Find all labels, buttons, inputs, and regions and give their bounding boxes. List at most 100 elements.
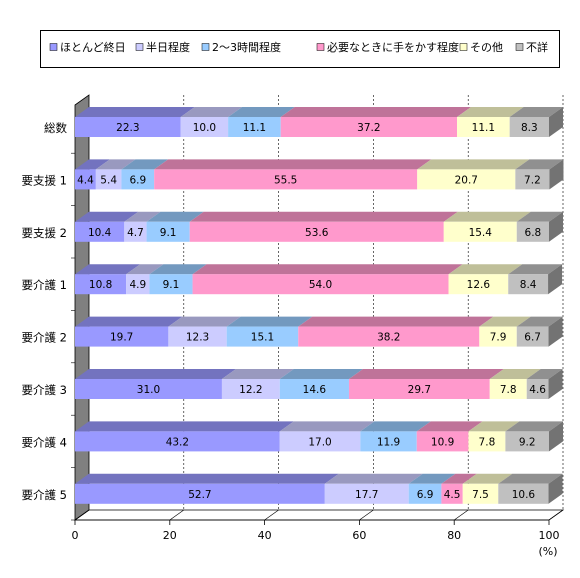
bar-top-face: [226, 316, 313, 327]
bar-top-face: [348, 369, 504, 379]
bar-top-face: [505, 421, 563, 432]
bar-value-label: 43.2: [166, 436, 189, 448]
floor-gridline: [264, 509, 279, 521]
bar-value-label: 7.5: [472, 489, 489, 501]
bar-top-face: [192, 264, 463, 275]
bar-top-face: [489, 369, 541, 379]
legend: ほとんど終日 半日程度 2～3時間程度 必要なときに手をかす程度 その他 不詳: [40, 30, 560, 68]
bar-top-face: [221, 369, 294, 379]
bar-value-label: 4.5: [444, 489, 461, 501]
bar-segment: [360, 431, 417, 452]
bar-value-label: 55.5: [274, 174, 297, 186]
bar-segment: [516, 326, 549, 347]
bar-value-label: 10.0: [193, 122, 216, 134]
bar-segment: [95, 169, 122, 190]
category-label: 総数: [44, 121, 67, 135]
bar-top-face: [168, 316, 241, 327]
bar-top-face: [360, 421, 431, 432]
bar-top-face: [279, 369, 363, 379]
bar-top-face: [515, 159, 564, 170]
bar-segment: [192, 274, 449, 295]
bar-value-label: 9.1: [163, 279, 180, 291]
bar-value-label: 5.4: [100, 174, 117, 186]
bar-segment: [417, 169, 516, 190]
legend-label: 2～3時間程度: [212, 40, 281, 54]
legend-swatch: [135, 43, 144, 51]
bar-segment: [298, 326, 480, 347]
bar-value-label: 14.6: [303, 384, 327, 396]
bar-top-face: [441, 473, 477, 484]
bar-top-face: [416, 421, 483, 432]
category-label: 要介護 1: [22, 278, 67, 292]
bar-side-face: [549, 421, 563, 452]
bar-top-face: [180, 107, 243, 117]
bar-segment: [121, 169, 155, 190]
legend-label: その他: [470, 41, 503, 54]
bar-top-face: [75, 211, 139, 222]
bar-segment: [75, 221, 125, 242]
bar-top-face: [75, 316, 183, 327]
bar-top-face: [75, 473, 339, 484]
bar-segment: [280, 117, 458, 137]
bar-segment: [168, 326, 227, 347]
bar-top-face: [516, 211, 563, 222]
plot-area: 22.3 10.0 11.1 37.2 11.1 8.3 総数 4.4 5.4 6.9 55.5 20…: [22, 94, 565, 521]
bar-side-face: [549, 211, 563, 242]
bar-top-face: [468, 421, 520, 432]
category-label: 要介護 4: [22, 435, 67, 449]
bar-top-face: [75, 369, 236, 379]
bar-top-face: [95, 159, 136, 170]
bar-top-face: [408, 473, 456, 484]
bar-segment: [441, 483, 463, 504]
bar-value-label: 20.7: [455, 174, 478, 186]
bar-segment: [75, 169, 96, 190]
bar-segment: [348, 379, 490, 399]
bar-segment: [443, 221, 517, 242]
bar-segment: [509, 117, 549, 137]
bar-value-label: 10.8: [89, 279, 112, 291]
bar-top-face: [126, 264, 164, 275]
bar-segment: [468, 431, 506, 452]
bar-value-label: 15.4: [469, 227, 493, 239]
bar-top-face: [509, 107, 563, 117]
bar-segment: [146, 221, 190, 242]
bar-top-face: [457, 107, 524, 117]
x-tick-label: 0: [72, 529, 79, 542]
category-label: 要介護 5: [22, 488, 67, 502]
bar-segment: [75, 483, 325, 504]
bar-segment: [416, 431, 469, 452]
bar-top-face: [324, 473, 423, 484]
bar-segment: [75, 379, 222, 399]
bar-top-face: [443, 211, 531, 222]
bar-segment: [324, 483, 409, 504]
bar-side-face: [549, 159, 564, 190]
bar-segment: [505, 431, 549, 452]
legend-swatch: [515, 43, 524, 51]
bar-top-face: [75, 264, 141, 275]
x-tick-label: 40: [258, 529, 272, 542]
bar-segment: [189, 221, 444, 242]
bar-segment: [462, 483, 499, 504]
bar-top-face: [154, 159, 432, 170]
bar-top-face: [149, 264, 207, 275]
left-wall: [74, 94, 90, 521]
bar-segment: [75, 274, 127, 295]
bar-value-label: 6.7: [524, 332, 541, 344]
bar-segment: [408, 483, 442, 504]
floor-gridline: [454, 509, 469, 521]
bar-segment: [498, 483, 549, 504]
legend-swatch: [49, 43, 58, 51]
bar-value-label: 4.7: [127, 227, 144, 239]
floor-gridline: [169, 509, 184, 521]
bar-value-label: 38.2: [377, 332, 400, 344]
bar-top-face: [279, 421, 375, 432]
legend-swatch: [459, 43, 468, 51]
bar-segment: [279, 379, 349, 399]
x-tick-label: 20: [163, 529, 177, 542]
bar-top-face: [526, 369, 563, 379]
bar-value-label: 11.1: [472, 122, 495, 134]
bar-top-face: [189, 211, 458, 222]
bar-value-label: 8.4: [520, 279, 537, 291]
bar-segment: [75, 431, 280, 452]
category-label: 要介護 3: [22, 383, 67, 397]
